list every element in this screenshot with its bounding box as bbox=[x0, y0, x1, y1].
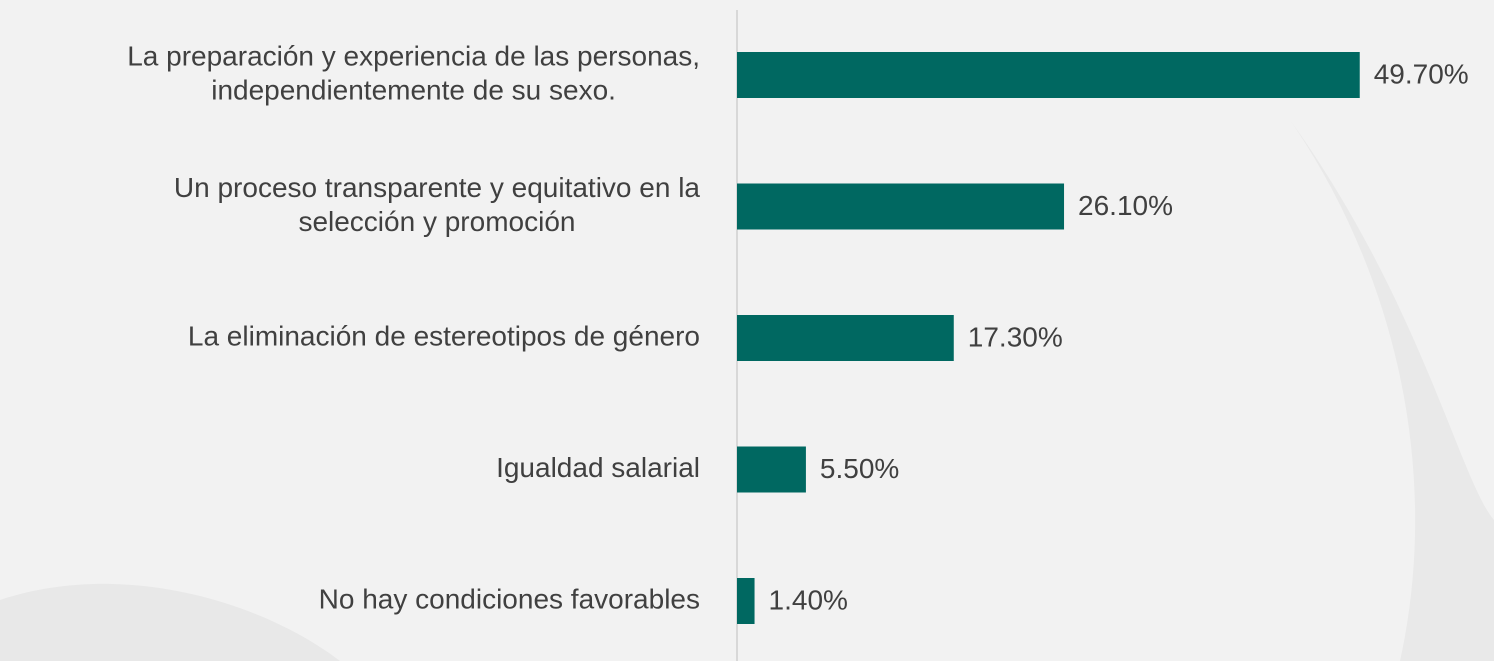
bar bbox=[737, 183, 1065, 230]
bar bbox=[737, 446, 806, 493]
y-tick-label: Un proceso transparente y equitativo en … bbox=[174, 172, 701, 203]
bar bbox=[737, 578, 755, 624]
data-label: 1.40% bbox=[769, 584, 848, 615]
y-tick-label: No hay condiciones favorables bbox=[319, 583, 700, 614]
data-label: 49.70% bbox=[1374, 58, 1469, 89]
data-label: 17.30% bbox=[968, 321, 1063, 352]
y-tick-label: La eliminación de estereotipos de género bbox=[188, 320, 700, 351]
y-tick-label: independientemente de su sexo. bbox=[211, 74, 616, 105]
data-label: 5.50% bbox=[820, 453, 899, 484]
data-label: 26.10% bbox=[1078, 190, 1173, 221]
bar bbox=[737, 315, 954, 361]
decor bbox=[1290, 120, 1494, 661]
y-tick-label: La preparación y experiencia de las pers… bbox=[127, 40, 700, 71]
decor bbox=[0, 583, 340, 661]
bar bbox=[737, 52, 1360, 98]
y-tick-label: Igualdad salarial bbox=[496, 452, 700, 483]
y-tick-label: selección y promoción bbox=[298, 206, 575, 237]
